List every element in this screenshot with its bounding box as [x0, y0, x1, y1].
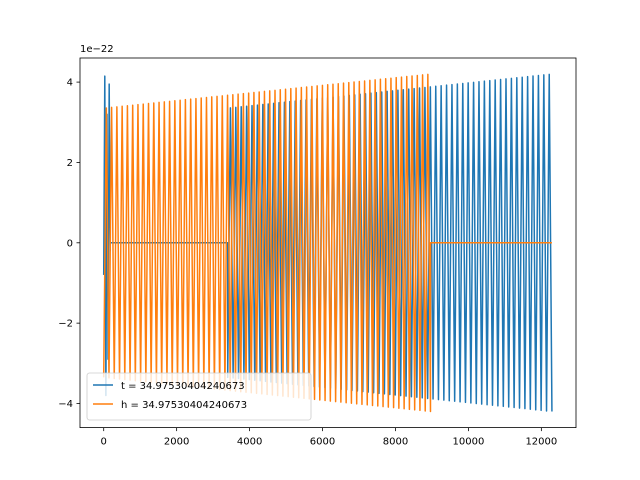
series-line-2 — [102, 73, 552, 413]
x-tick-label: 4000 — [237, 437, 262, 448]
x-tick-label: 12000 — [525, 437, 557, 448]
x-tick-label: 8000 — [383, 437, 408, 448]
y-offset-label: 1e−22 — [80, 44, 114, 55]
x-axis: 0 2000 4000 6000 8000 10000 12000 — [101, 427, 557, 448]
x-tick-label: 6000 — [310, 437, 335, 448]
y-tick-label: −2 — [58, 319, 73, 330]
legend-box — [86, 372, 312, 421]
y-tick-label: −4 — [58, 399, 73, 410]
legend: t = 34.97530404240673 h = 34.975304042406… — [86, 372, 312, 421]
series-layer — [102, 73, 553, 413]
x-tick-label: 2000 — [164, 437, 189, 448]
x-tick-label: 0 — [101, 437, 107, 448]
y-tick-label: 4 — [67, 78, 73, 89]
y-axis: −4 −2 0 2 4 — [58, 78, 80, 410]
y-tick-label: 2 — [67, 158, 73, 169]
x-tick-label: 10000 — [453, 437, 485, 448]
legend-label-2: h = 34.97530404240673 — [121, 400, 247, 411]
legend-label-1: t = 34.97530404240673 — [121, 381, 245, 392]
y-tick-label: 0 — [67, 238, 73, 249]
